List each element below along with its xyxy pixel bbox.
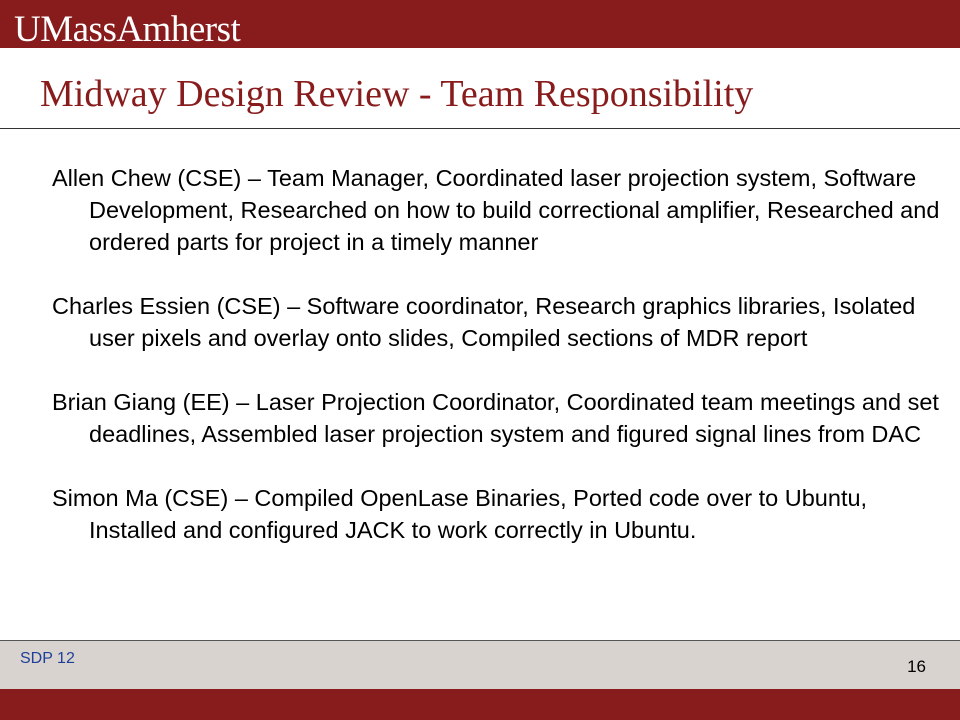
header-bar: UMassAmherst: [0, 0, 960, 50]
footer-label: SDP 12: [20, 650, 75, 667]
bottom-bar: [0, 689, 960, 720]
responsibility-paragraph-brian: Brian Giang (EE) – Laser Projection Coor…: [52, 389, 939, 447]
page-number: 16: [907, 657, 926, 676]
footer-bar: SDP 12 16: [0, 640, 960, 689]
slide-title: Midway Design Review - Team Responsibili…: [40, 73, 754, 115]
responsibility-paragraph-allen: Allen Chew (CSE) – Team Manager, Coordin…: [52, 165, 940, 255]
responsibility-paragraph-simon: Simon Ma (CSE) – Compiled OpenLase Binar…: [52, 485, 868, 543]
title-divider: [0, 128, 960, 129]
slide-body: Allen Chew (CSE) – Team Manager, Coordin…: [52, 162, 942, 578]
university-logo: UMassAmherst: [14, 9, 241, 50]
responsibility-paragraph-charles: Charles Essien (CSE) – Software coordina…: [52, 293, 916, 351]
